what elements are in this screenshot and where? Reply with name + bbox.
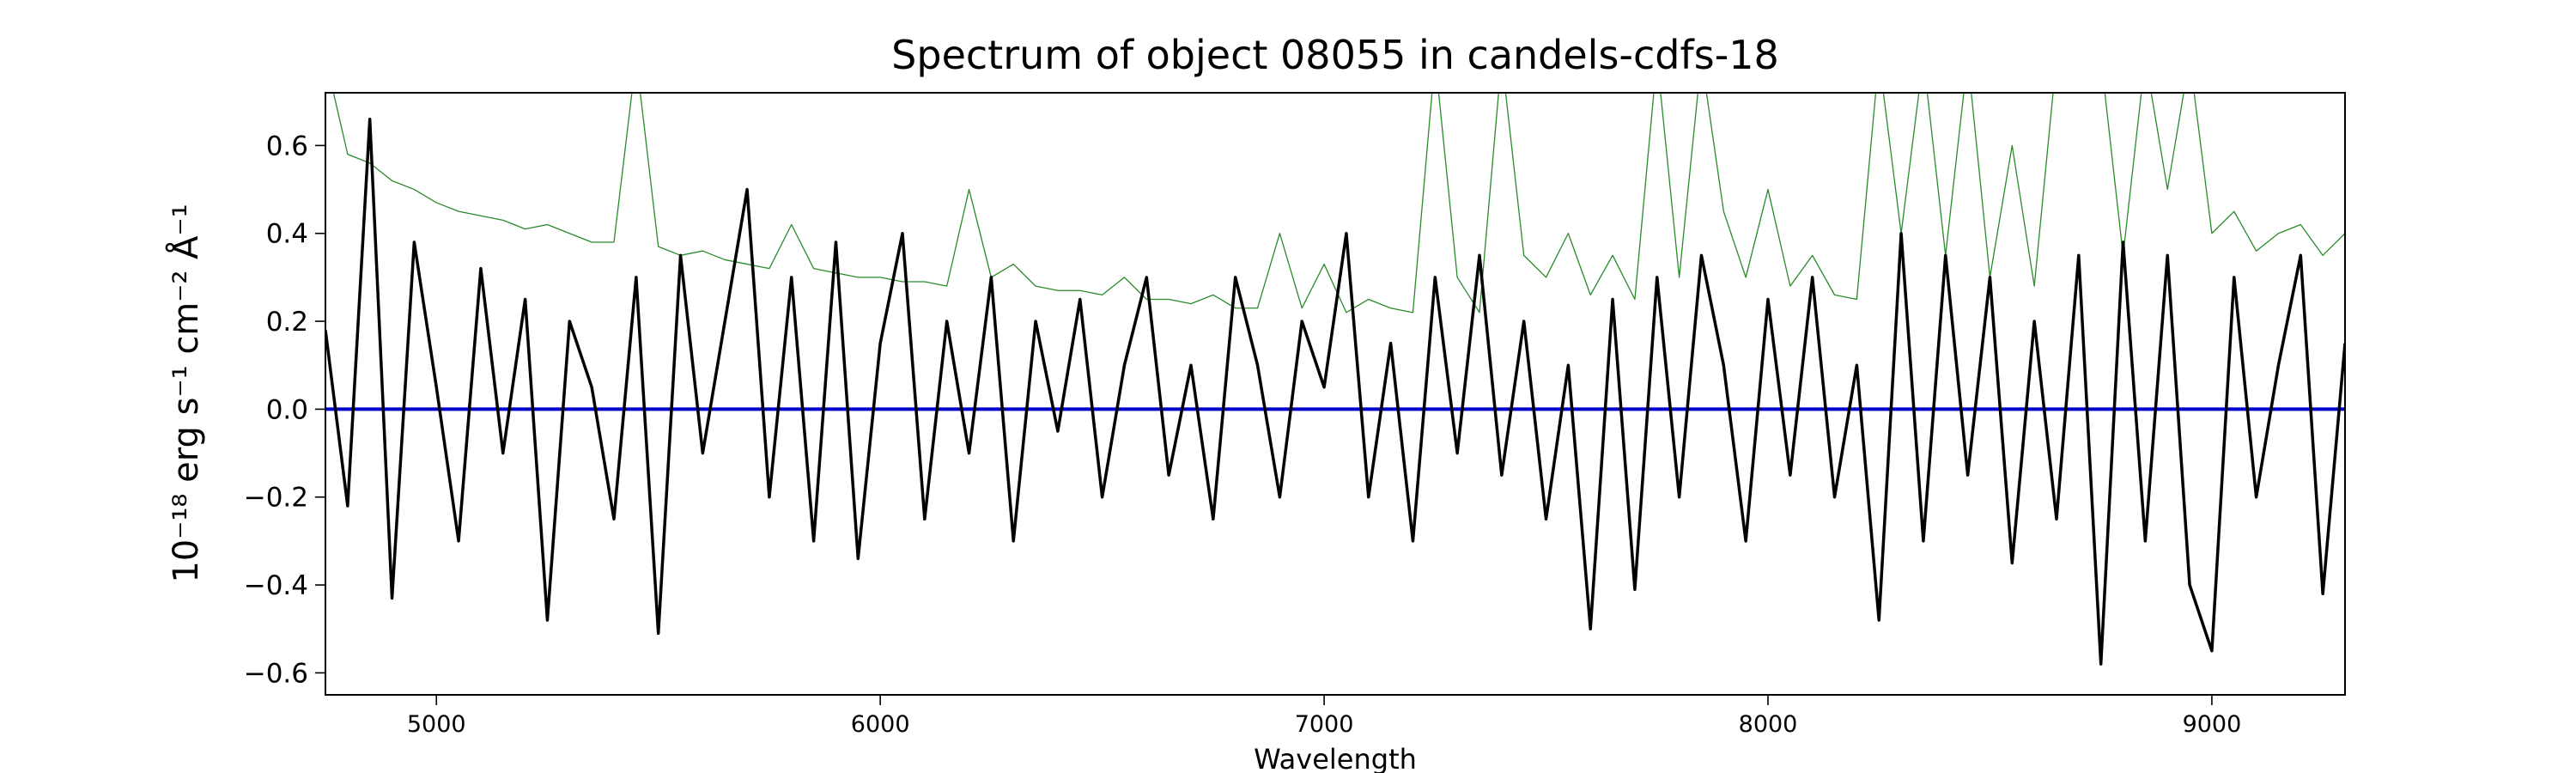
x-tick-label: 8000: [1739, 711, 1798, 738]
y-tick-label: 0.6: [266, 131, 308, 161]
plot-area: [325, 93, 2345, 666]
y-tick-label: 0.4: [266, 219, 308, 250]
y-tick-label: −0.2: [244, 483, 308, 514]
x-tick-label: 5000: [407, 711, 466, 738]
x-axis-label: Wavelength: [1254, 743, 1417, 773]
y-axis-label: 10⁻¹⁸ erg s⁻¹ cm⁻² Å⁻¹: [165, 204, 206, 582]
x-tick-label: 6000: [851, 711, 910, 738]
y-tick-label: −0.6: [244, 658, 308, 689]
y-tick-label: −0.4: [244, 570, 308, 601]
x-tick-label: 7000: [1295, 711, 1354, 738]
x-tick-label: 9000: [2183, 711, 2242, 738]
series-line: [325, 117, 2345, 666]
series-line: [332, 93, 2345, 313]
plot-frame: [325, 92, 2346, 696]
y-tick-label: 0.2: [266, 307, 308, 338]
y-tick-label: 0.0: [266, 394, 308, 425]
chart-title: Spectrum of object 08055 in candels-cdfs…: [891, 32, 1779, 78]
